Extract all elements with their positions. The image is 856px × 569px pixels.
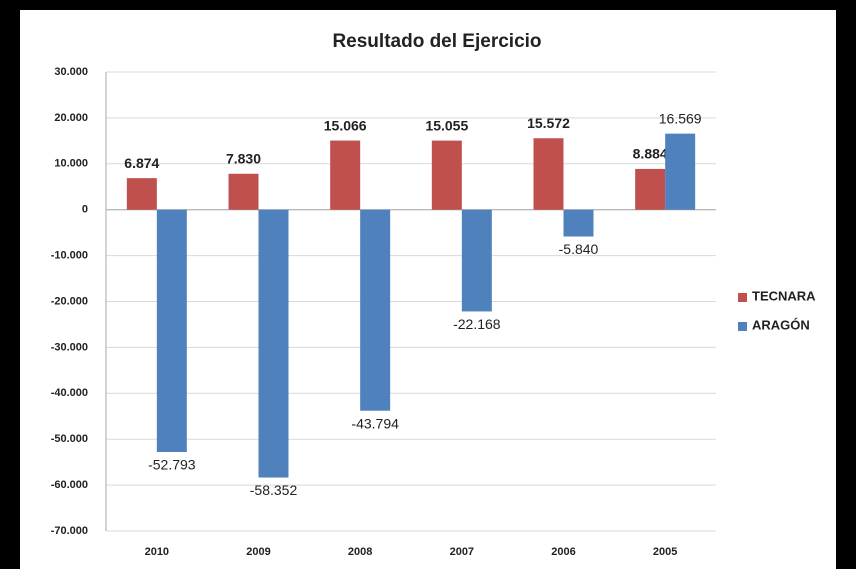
chart-area bbox=[20, 10, 836, 569]
x-tick-label: 2007 bbox=[450, 546, 474, 558]
data-label: -22.168 bbox=[453, 316, 501, 332]
bar bbox=[431, 140, 462, 210]
bar bbox=[228, 173, 259, 210]
data-label: 16.569 bbox=[659, 110, 702, 126]
data-label: 15.066 bbox=[324, 117, 367, 133]
bar bbox=[635, 168, 666, 210]
bar bbox=[258, 209, 289, 478]
data-label: -58.352 bbox=[250, 482, 298, 498]
y-tick-label: -70.000 bbox=[51, 525, 88, 537]
y-tick-label: -20.000 bbox=[51, 295, 88, 307]
data-label: 15.055 bbox=[425, 117, 468, 133]
data-label: 15.572 bbox=[527, 115, 570, 131]
legend-label: TECNARA bbox=[752, 288, 816, 303]
bar bbox=[360, 209, 391, 411]
data-label: 8.884 bbox=[633, 146, 668, 162]
legend-marker bbox=[738, 293, 747, 302]
legend-marker bbox=[738, 322, 747, 331]
data-label: -5.840 bbox=[559, 241, 599, 257]
y-tick-label: -60.000 bbox=[51, 479, 88, 491]
bar bbox=[461, 209, 492, 312]
bar bbox=[563, 209, 594, 237]
y-tick-label: 10.000 bbox=[54, 158, 88, 170]
y-tick-label: 0 bbox=[82, 204, 88, 216]
y-tick-label: -10.000 bbox=[51, 250, 88, 262]
bar bbox=[533, 138, 564, 210]
x-tick-label: 2005 bbox=[653, 546, 677, 558]
bar bbox=[665, 133, 696, 210]
bar bbox=[126, 178, 157, 210]
y-tick-label: -30.000 bbox=[51, 341, 88, 353]
legend-label: ARAGÓN bbox=[752, 317, 810, 332]
y-tick-label: 30.000 bbox=[54, 66, 88, 78]
x-tick-label: 2006 bbox=[551, 546, 575, 558]
data-label: 6.874 bbox=[124, 155, 159, 171]
x-tick-label: 2009 bbox=[246, 546, 270, 558]
y-tick-label: -40.000 bbox=[51, 387, 88, 399]
data-label: -43.794 bbox=[351, 415, 399, 431]
bar bbox=[156, 209, 187, 453]
data-label: -52.793 bbox=[148, 457, 196, 473]
x-tick-label: 2008 bbox=[348, 546, 372, 558]
data-label: 7.830 bbox=[226, 150, 261, 166]
y-tick-label: -50.000 bbox=[51, 433, 88, 445]
chart-title: Resultado del Ejercicio bbox=[332, 31, 541, 52]
x-tick-label: 2010 bbox=[145, 546, 169, 558]
y-tick-label: 20.000 bbox=[54, 112, 88, 124]
bar bbox=[330, 140, 361, 210]
